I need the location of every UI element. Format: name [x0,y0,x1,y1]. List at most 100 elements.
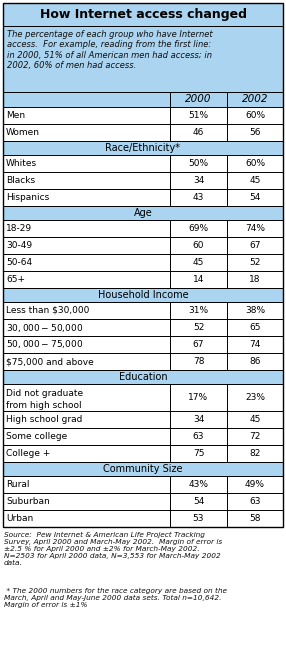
Text: 60%: 60% [245,159,265,168]
Text: Race/Ethnicity*: Race/Ethnicity* [106,143,180,153]
Text: 60%: 60% [245,111,265,120]
Bar [3,271,170,288]
Bar [170,254,227,271]
Bar [3,353,170,370]
Text: $50,000-$75,000: $50,000-$75,000 [6,338,83,350]
Bar [3,220,170,237]
Bar [170,493,227,510]
Bar [227,237,283,254]
Bar [3,254,170,271]
Bar [3,206,283,220]
Bar [170,92,227,107]
Text: Hispanics: Hispanics [6,193,49,202]
Bar [3,189,283,206]
Text: 49%: 49% [245,480,265,489]
Text: 50%: 50% [188,159,208,168]
Bar [170,124,227,141]
Text: Community Size: Community Size [103,464,183,474]
Bar [3,92,170,107]
Text: Rural: Rural [6,480,29,489]
Bar [3,319,170,336]
Bar [3,220,283,237]
Bar [3,510,170,527]
Bar [3,237,170,254]
Text: 18: 18 [249,275,261,284]
Bar [227,476,283,493]
Bar [3,124,283,141]
Text: 74: 74 [249,340,261,349]
Bar [170,172,227,189]
Bar [3,92,283,107]
Bar [3,107,283,124]
Text: 67: 67 [193,340,204,349]
Text: High school grad: High school grad [6,415,82,424]
Bar [227,124,283,141]
Text: $30,000-$50,000: $30,000-$50,000 [6,321,83,334]
Bar [3,141,283,155]
Bar [3,26,283,92]
Text: Less than $30,000: Less than $30,000 [6,306,89,315]
Text: 38%: 38% [245,306,265,315]
Text: 74%: 74% [245,224,265,233]
Text: 43: 43 [193,193,204,202]
Text: 34: 34 [193,176,204,185]
Bar [227,353,283,370]
Text: 2002: 2002 [242,95,268,104]
Bar [170,237,227,254]
Bar [3,237,283,254]
Bar [3,254,283,271]
Text: 67: 67 [249,241,261,250]
Bar [3,26,283,92]
Bar [3,462,283,476]
Bar [227,336,283,353]
Bar [170,319,227,336]
Text: 56: 56 [249,128,261,137]
Bar [227,510,283,527]
Bar [227,220,283,237]
Text: Did not graduate: Did not graduate [6,389,83,398]
Bar [170,336,227,353]
Text: $75,000 and above: $75,000 and above [6,357,94,366]
Bar [227,384,283,411]
Text: Some college: Some college [6,432,67,441]
Bar [170,302,227,319]
Bar [3,370,283,384]
Text: 45: 45 [249,415,261,424]
Text: Source:  Pew Internet & American Life Project Tracking
Survey, April 2000 and Ma: Source: Pew Internet & American Life Pro… [4,532,222,566]
Text: 54: 54 [193,497,204,506]
Bar [3,510,283,527]
Bar [3,155,170,172]
Text: 34: 34 [193,415,204,424]
Bar [3,302,283,319]
Text: Urban: Urban [6,514,33,523]
Text: 23%: 23% [245,393,265,402]
Bar [3,107,170,124]
Bar [3,155,283,172]
Text: 52: 52 [249,258,261,267]
Bar [227,319,283,336]
Text: 86: 86 [249,357,261,366]
Bar [3,445,283,462]
Bar [3,353,283,370]
Bar [227,107,283,124]
Bar [3,411,170,428]
Text: Whites: Whites [6,159,37,168]
Text: Blacks: Blacks [6,176,35,185]
Text: Household Income: Household Income [98,290,188,300]
Text: Suburban: Suburban [6,497,50,506]
Bar [227,254,283,271]
Bar [3,411,283,428]
Text: The percentage of each group who have Internet
access.  For example, reading fro: The percentage of each group who have In… [7,30,212,70]
Bar [3,493,283,510]
Bar [170,271,227,288]
Text: 17%: 17% [188,393,208,402]
Bar [227,493,283,510]
Bar [3,462,283,476]
Text: 65: 65 [249,323,261,332]
Text: 45: 45 [193,258,204,267]
Bar [3,384,170,411]
Bar [3,172,170,189]
Bar [3,493,170,510]
Text: 78: 78 [193,357,204,366]
Bar [227,271,283,288]
